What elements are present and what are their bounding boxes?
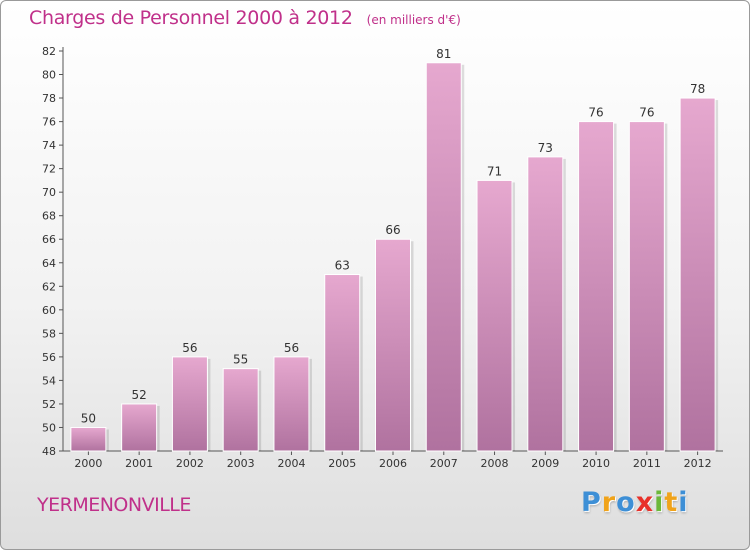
data-label: 52 xyxy=(132,388,147,402)
bar-2009 xyxy=(527,156,564,452)
logo-letter: t xyxy=(664,487,679,518)
y-tick-label: 60 xyxy=(42,304,56,317)
x-tick-label: 2002 xyxy=(176,457,204,470)
bar-2004 xyxy=(273,356,310,452)
data-label: 81 xyxy=(436,47,451,61)
y-tick-label: 70 xyxy=(42,186,56,199)
bar-2011 xyxy=(628,121,665,452)
x-tick-label: 2000 xyxy=(74,457,102,470)
x-tick-label: 2005 xyxy=(328,457,356,470)
logo-letter: x xyxy=(635,487,655,518)
y-tick-label: 76 xyxy=(42,116,56,129)
data-label: 55 xyxy=(233,353,248,367)
bar-2012 xyxy=(679,97,716,452)
labels: 50 52 56 55 56 63 66 81 71 73 76 76 78 xyxy=(81,47,706,426)
x-tick-label: 2007 xyxy=(430,457,458,470)
bar-2000 xyxy=(70,426,107,452)
data-label: 56 xyxy=(284,341,299,355)
y-tick-label: 50 xyxy=(42,421,56,434)
x-tick-label: 2010 xyxy=(582,457,610,470)
x-tick-label: 2004 xyxy=(277,457,305,470)
data-label: 50 xyxy=(81,411,96,425)
bars xyxy=(70,62,719,452)
unit-label: (en milliers d'€) xyxy=(366,13,461,27)
y-tick-label: 64 xyxy=(42,257,56,270)
x-tick-label: 2012 xyxy=(684,457,712,470)
y-tick-label: 74 xyxy=(42,139,56,152)
x-tick-label: 2009 xyxy=(531,457,559,470)
chart-title: Charges de Personnel 2000 à 2012 (en mill… xyxy=(29,7,461,29)
y-tick-label: 58 xyxy=(42,327,56,340)
bar-2003 xyxy=(222,368,259,452)
y-tick-label: 82 xyxy=(42,45,56,58)
bar-2005 xyxy=(324,274,361,452)
bar-2006 xyxy=(375,238,411,452)
logo-letter: i xyxy=(678,487,689,518)
chart-title-text: Charges de Personnel 2000 à 2012 xyxy=(29,7,353,29)
y-tick-label: 62 xyxy=(42,280,56,293)
proxiti-logo: Proxiti xyxy=(581,487,689,518)
logo-letter: o xyxy=(616,487,636,518)
y-tick-label: 72 xyxy=(42,163,56,176)
x-tick-label: 2011 xyxy=(633,457,661,470)
x-tick-label: 2001 xyxy=(125,457,153,470)
x-tick-label: 2003 xyxy=(227,457,255,470)
logo-letter: r xyxy=(601,487,617,518)
y-tick-label: 66 xyxy=(42,233,56,246)
data-label: 76 xyxy=(639,106,654,120)
y-tick-label: 52 xyxy=(42,398,56,411)
x-tick-label: 2008 xyxy=(481,457,509,470)
bar-2002 xyxy=(171,356,208,452)
bar-2007 xyxy=(425,62,462,452)
y-tick-label: 80 xyxy=(42,69,56,82)
y-tick-label: 68 xyxy=(42,210,56,223)
data-label: 63 xyxy=(335,259,350,273)
data-label: 56 xyxy=(182,341,197,355)
y-tick-label: 48 xyxy=(42,445,56,458)
commune-name: YERMENONVILLE xyxy=(37,494,191,516)
y-tick-label: 54 xyxy=(42,374,56,387)
logo-letter: P xyxy=(581,487,602,518)
bar-2001 xyxy=(121,403,158,452)
data-label: 66 xyxy=(385,223,400,237)
bar-2008 xyxy=(476,179,513,452)
logo-letter: i xyxy=(654,487,665,518)
bar-2010 xyxy=(578,121,615,452)
data-label: 76 xyxy=(588,106,603,120)
x-tick-label: 2006 xyxy=(379,457,407,470)
data-label: 71 xyxy=(487,164,502,178)
data-label: 73 xyxy=(538,141,553,155)
y-tick-label: 56 xyxy=(42,351,56,364)
data-label: 78 xyxy=(690,82,705,96)
y-tick-label: 78 xyxy=(42,92,56,105)
